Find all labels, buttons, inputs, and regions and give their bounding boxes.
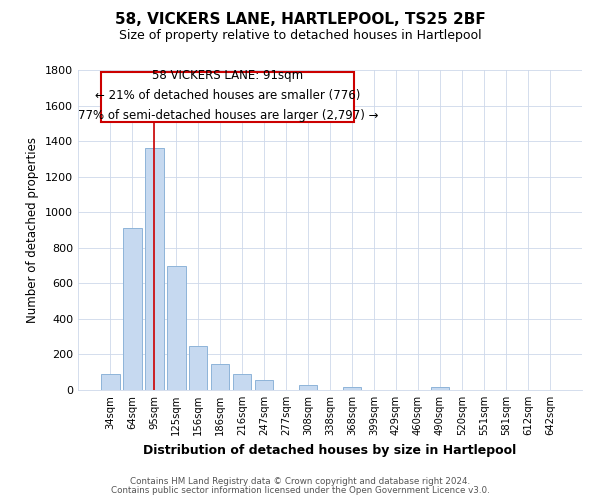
Text: Size of property relative to detached houses in Hartlepool: Size of property relative to detached ho…: [119, 29, 481, 42]
Text: 58, VICKERS LANE, HARTLEPOOL, TS25 2BF: 58, VICKERS LANE, HARTLEPOOL, TS25 2BF: [115, 12, 485, 28]
Y-axis label: Number of detached properties: Number of detached properties: [26, 137, 40, 323]
Text: Contains public sector information licensed under the Open Government Licence v3: Contains public sector information licen…: [110, 486, 490, 495]
Bar: [211, 364, 229, 390]
Text: 58 VICKERS LANE: 91sqm
← 21% of detached houses are smaller (776)
77% of semi-de: 58 VICKERS LANE: 91sqm ← 21% of detached…: [77, 69, 378, 122]
Bar: [123, 228, 142, 390]
Text: Contains HM Land Registry data © Crown copyright and database right 2024.: Contains HM Land Registry data © Crown c…: [130, 477, 470, 486]
FancyBboxPatch shape: [101, 72, 354, 122]
Bar: [145, 148, 164, 390]
Bar: [233, 374, 251, 390]
Bar: [101, 374, 119, 390]
X-axis label: Distribution of detached houses by size in Hartlepool: Distribution of detached houses by size …: [143, 444, 517, 456]
Bar: [343, 388, 361, 390]
Bar: [167, 266, 185, 390]
Bar: [299, 384, 317, 390]
Bar: [431, 388, 449, 390]
Bar: [189, 346, 208, 390]
Bar: [255, 380, 274, 390]
